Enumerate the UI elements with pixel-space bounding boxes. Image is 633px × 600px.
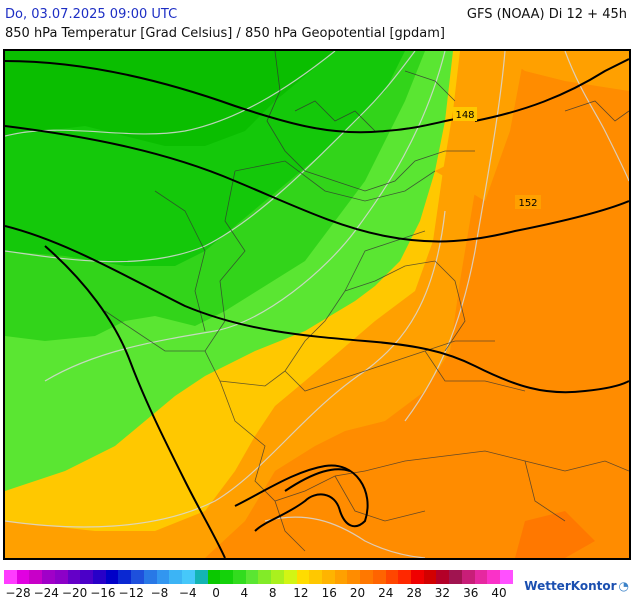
colorbar-tick-label: 40 bbox=[491, 586, 507, 600]
colorbar-swatch bbox=[156, 570, 170, 584]
colorbar-swatch bbox=[54, 570, 68, 584]
colorbar-tick-label: 12 bbox=[293, 586, 309, 600]
colorbar-swatch bbox=[143, 570, 157, 584]
colorbar-swatch bbox=[207, 570, 221, 584]
colorbar-swatch bbox=[360, 570, 373, 584]
colorbar-swatch bbox=[321, 570, 335, 584]
country-borders bbox=[104, 160, 629, 552]
band-20-edge bbox=[435, 51, 525, 201]
colorbar-swatch bbox=[461, 570, 475, 584]
colorbar-swatch bbox=[334, 570, 348, 584]
colorbar-swatch bbox=[42, 570, 55, 584]
colorbar-tick-label: −20 bbox=[61, 586, 88, 600]
colorbar-tick-label: −4 bbox=[178, 586, 197, 600]
isotherm-lines bbox=[5, 51, 629, 558]
band-0 bbox=[5, 51, 335, 146]
colorbar-swatch bbox=[500, 570, 513, 584]
colorbar-swatch bbox=[105, 570, 119, 584]
logo-text: WetterKontor bbox=[524, 579, 617, 593]
colorbar-swatch bbox=[182, 570, 195, 584]
contour-label-148: 148 bbox=[455, 110, 474, 121]
colorbar-tick-label: −12 bbox=[118, 586, 144, 600]
colorbar-swatch bbox=[131, 570, 144, 584]
colorbar-swatch bbox=[220, 570, 233, 584]
geopotential-contours bbox=[5, 58, 629, 558]
colorbar-tick-label: −8 bbox=[150, 586, 169, 600]
colorbar-tick-label: −16 bbox=[90, 586, 116, 600]
colorbar-swatch bbox=[194, 570, 208, 584]
colorbar-swatch bbox=[423, 570, 437, 584]
colorbar-swatch bbox=[67, 570, 81, 584]
colorbar-swatch bbox=[411, 570, 424, 584]
colorbar-swatch bbox=[283, 570, 297, 584]
colorbar-swatch bbox=[309, 570, 322, 584]
colorbar-tick-label: −28 bbox=[5, 586, 31, 600]
colorbar-tick-label: 4 bbox=[240, 586, 249, 600]
parameter-title: 850 hPa Temperatur [Grad Celsius] / 850 … bbox=[5, 26, 446, 41]
colorbar-swatch bbox=[169, 570, 183, 584]
colorbar-tick-label: 36 bbox=[463, 586, 479, 600]
band-20-ne bbox=[495, 51, 629, 91]
colorbar-swatch bbox=[4, 570, 17, 584]
colorbar-swatch bbox=[271, 570, 284, 584]
colorbar-tick-label: 24 bbox=[378, 586, 394, 600]
colorbar-swatch bbox=[80, 570, 94, 584]
contour-148 bbox=[5, 60, 456, 134]
colorbar-swatch bbox=[347, 570, 361, 584]
contour-label-152: 152 bbox=[518, 198, 537, 209]
colorbar-tick-label: −24 bbox=[33, 586, 59, 600]
contour-152 bbox=[5, 125, 629, 243]
label-bg-152 bbox=[515, 195, 541, 209]
model-run: GFS (NOAA) Di 12 + 45h bbox=[466, 7, 627, 22]
colorbar-swatch bbox=[232, 570, 246, 584]
colorbar-tick-label: 28 bbox=[406, 586, 422, 600]
wetterkontor-logo-icon: ◔ bbox=[618, 579, 629, 593]
colorbar-swatch bbox=[474, 570, 488, 584]
colorbar-swatch bbox=[385, 570, 399, 584]
colorbar-swatch bbox=[93, 570, 106, 584]
colorbar-swatch bbox=[487, 570, 501, 584]
band-28-south bbox=[515, 511, 595, 558]
colorbar-swatch bbox=[372, 570, 386, 584]
colorbar-swatch bbox=[449, 570, 462, 584]
label-bg-148 bbox=[453, 107, 477, 121]
colorbar-tick-label: 20 bbox=[349, 586, 366, 600]
colorbar-tick-label: 32 bbox=[434, 586, 451, 600]
band-24-south bbox=[325, 471, 465, 551]
colorbar-swatch bbox=[258, 570, 272, 584]
colorbar-tick-label: 8 bbox=[268, 586, 277, 600]
coastline bbox=[266, 51, 629, 192]
colorbar-swatch bbox=[245, 570, 259, 584]
colorbar-swatch bbox=[29, 570, 43, 584]
colorbar-tick-label: 16 bbox=[321, 586, 337, 600]
colorbar-swatch bbox=[398, 570, 411, 584]
colorbar-swatch bbox=[436, 570, 450, 584]
weather-map: 148 152 bbox=[3, 49, 631, 560]
temperature-colorbar bbox=[4, 570, 513, 584]
temperature-field: 148 152 bbox=[5, 51, 629, 558]
colorbar-swatch bbox=[296, 570, 310, 584]
colorbar-tick-label: 0 bbox=[212, 586, 220, 600]
wetterkontor-logo: WetterKontor ◔ bbox=[524, 579, 629, 593]
colorbar-swatch bbox=[16, 570, 30, 584]
forecast-datetime: Do, 03.07.2025 09:00 UTC bbox=[5, 7, 178, 22]
colorbar-labels: −28 −24 −20 −16 −12 −8 −4 0 4 8 12 16 20 24 28 32 36 40 bbox=[4, 586, 513, 600]
colorbar-swatch bbox=[118, 570, 132, 584]
